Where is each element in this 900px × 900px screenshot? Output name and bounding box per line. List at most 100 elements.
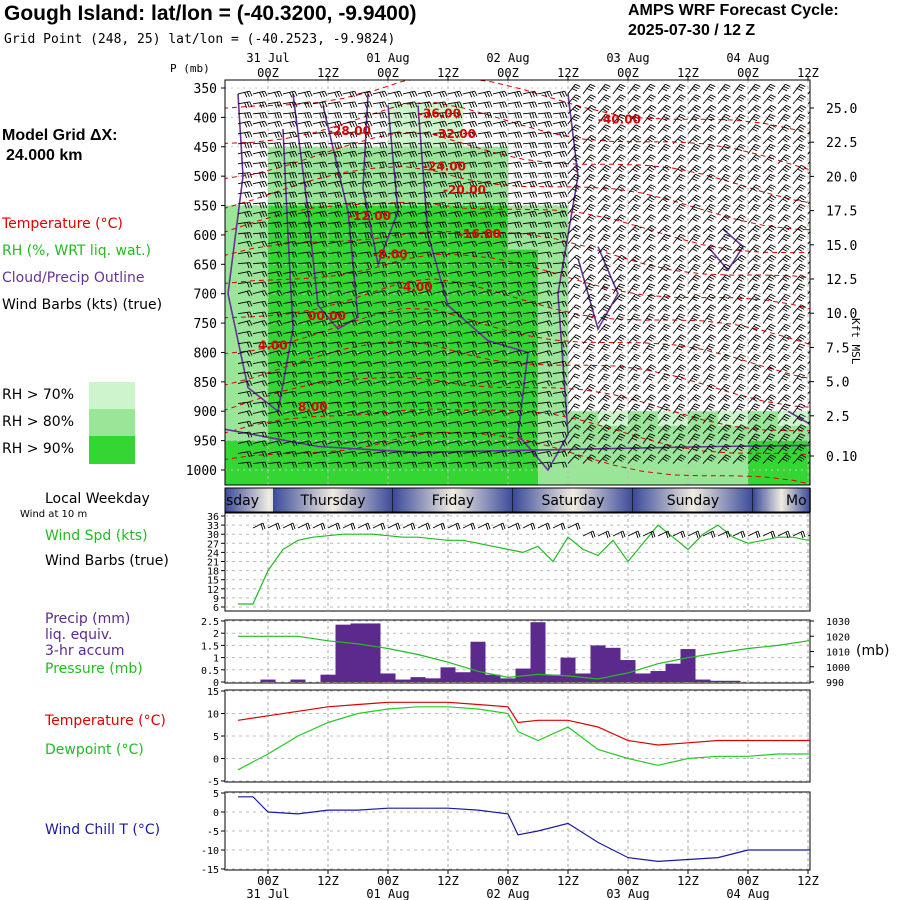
wind-barb-shaft [432, 180, 445, 185]
wind-barb-flag [441, 432, 445, 438]
wind-barb-shaft [582, 144, 591, 155]
rh-cell [838, 426, 854, 441]
wind-barb-shaft [567, 343, 576, 354]
wind-barb-shaft [477, 202, 490, 205]
rh-cell [268, 323, 284, 339]
wind-barb-flag [369, 401, 373, 408]
wind-barb-flag [366, 402, 370, 408]
wind-barb-flag [544, 202, 547, 209]
wind-barb-shaft [357, 161, 370, 165]
rh-cell [883, 426, 899, 441]
wind-barb-flag [575, 323, 581, 328]
wind-barb-flag [291, 222, 295, 228]
wind-barb-flag [459, 101, 463, 108]
wind-barb-flag [544, 162, 548, 169]
wind-barb-shaft [402, 150, 415, 155]
wind-barb-shaft [357, 232, 370, 235]
wind-barb-shaft [357, 262, 370, 265]
wind-barb-shaft [297, 142, 310, 145]
wind-barb-flag [516, 351, 520, 357]
rh-cell [373, 220, 389, 236]
wind-barb-flag [246, 321, 250, 327]
wind-barb-flag [590, 184, 596, 188]
wind-barb-flag [456, 222, 460, 228]
wind-barb-shaft [552, 371, 565, 375]
wind-barb-flag [351, 402, 355, 408]
wind-barb-flag [309, 440, 313, 446]
wind-barb-shaft [417, 290, 430, 295]
wind-barb-shaft [267, 221, 280, 225]
wind-barb-shaft [387, 232, 400, 235]
rh-cell [448, 352, 464, 368]
wind-barb-flag [588, 115, 594, 120]
wind-barb-flag [444, 232, 448, 239]
wind-barb-flag [514, 162, 518, 169]
wind-barb-flag [471, 372, 475, 378]
wind-barb-flag [456, 172, 460, 179]
wind-barb-flag [249, 271, 253, 277]
rh-cell [313, 352, 329, 368]
wind-barb-flag [469, 182, 473, 188]
wind-barb-flag [531, 172, 535, 179]
wind-barb-flag [504, 161, 508, 168]
wind-barb-flag [244, 172, 247, 179]
wind-barb-flag [561, 172, 565, 179]
rh-cell [298, 249, 314, 265]
wind-barb-shaft [312, 330, 325, 335]
wind-barb-flag [321, 162, 325, 168]
wind-barb-flag [441, 441, 445, 447]
wind-barb-flag [471, 402, 475, 408]
wind-barb-flag [474, 90, 478, 97]
wind-barb-flag [264, 112, 268, 118]
wind-barb-flag [366, 342, 370, 348]
wind-barb-flag [336, 351, 340, 357]
wind-barb-flag [534, 431, 538, 438]
wind-barb-flag [575, 334, 582, 338]
wind-barb-flag [399, 241, 403, 247]
wind-barb-flag [339, 271, 343, 277]
wind-barb-shaft [327, 420, 340, 425]
wind-barb-shaft [507, 232, 520, 235]
wind-barb-flag [484, 222, 488, 229]
wind-barb-flag [504, 320, 508, 326]
wind-barb-flag [559, 212, 563, 218]
wind-barb-shaft [237, 440, 250, 444]
wind-barb-shaft [237, 341, 250, 345]
wind-barb-flag [381, 192, 385, 198]
wind-barb-flag [354, 120, 358, 127]
wind-barb-flag [244, 202, 247, 209]
wind-barb-shaft [252, 90, 265, 95]
wind-barb-flag [486, 291, 490, 297]
wind-barb-flag [424, 192, 428, 199]
wind-barb-flag [534, 401, 538, 408]
wind-barb-flag [573, 405, 579, 409]
wind-barb-flag [572, 188, 578, 192]
wind-barb-flag [411, 162, 415, 168]
wind-barb-flag [309, 451, 313, 457]
wind-barb-flag [319, 122, 323, 128]
wind-barb-flag [249, 112, 253, 118]
wind-barb-flag [441, 331, 445, 338]
wind-barb-shaft [432, 440, 445, 444]
rh-cell [478, 367, 494, 383]
wind-barb-flag [369, 101, 373, 108]
wind-barb-flag [501, 181, 505, 187]
wind-barb-flag [544, 222, 548, 229]
wind-barb-flag [441, 222, 445, 228]
wind-barb-shaft [297, 350, 310, 355]
wind-barb-shaft [477, 380, 490, 385]
wind-barb-flag [549, 181, 553, 187]
wind-barb-flag [306, 181, 310, 187]
wind-barb-flag [546, 112, 550, 119]
wind-barb-flag [279, 211, 283, 217]
wind-barb-flag [504, 401, 508, 408]
wind-barb-flag [531, 112, 535, 119]
wind-barb-flag [489, 391, 493, 397]
wind-barb-shaft [417, 232, 430, 235]
wind-barb-flag [249, 202, 253, 209]
wind-barb-flag [291, 142, 295, 149]
wind-barb-flag [429, 451, 433, 457]
wind-barb-shaft [552, 360, 565, 365]
wind-barb-flag [291, 121, 295, 127]
